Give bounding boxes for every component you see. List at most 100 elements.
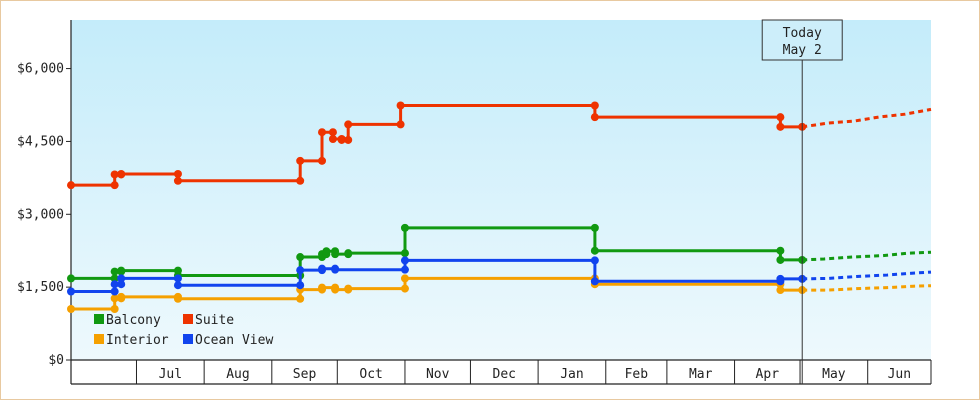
data-point	[344, 249, 353, 258]
today-label: Today	[783, 26, 822, 41]
legend-label: Interior	[106, 333, 169, 348]
data-point	[173, 169, 182, 178]
legend-item: Ocean View	[183, 333, 273, 348]
month-label: Aug	[226, 367, 249, 382]
data-point	[331, 265, 340, 274]
data-point	[110, 294, 119, 303]
data-point	[400, 249, 409, 258]
data-point	[173, 281, 182, 290]
legend-label: Ocean View	[195, 333, 273, 348]
data-point	[173, 294, 182, 303]
plot-area	[71, 20, 931, 360]
data-point	[590, 277, 599, 286]
data-point	[344, 135, 353, 144]
legend-item: Interior	[94, 333, 169, 348]
month-label: Oct	[359, 367, 382, 382]
data-point	[110, 170, 119, 179]
data-point	[117, 169, 126, 178]
legend-swatch	[183, 314, 193, 324]
forecast-line	[802, 284, 932, 292]
today-box	[761, 19, 843, 61]
forecast-line	[801, 107, 932, 129]
data-point	[110, 305, 119, 313]
data-point	[590, 246, 599, 255]
data-point	[117, 274, 126, 283]
month-label: Sep	[293, 367, 317, 382]
data-point	[331, 285, 340, 294]
data-point	[117, 292, 126, 301]
legend-item: Balcony	[94, 313, 161, 328]
data-point	[318, 283, 327, 292]
series-suite	[67, 101, 932, 190]
data-point	[117, 280, 126, 289]
legend-label: Suite	[195, 313, 234, 328]
data-point	[318, 156, 327, 165]
data-point	[344, 120, 353, 129]
y-tick-label: $3,000	[17, 207, 64, 222]
series-layer	[67, 101, 932, 313]
data-point	[318, 128, 327, 137]
month-label: Feb	[625, 367, 649, 382]
data-point	[173, 176, 182, 185]
data-point	[776, 274, 785, 283]
data-point	[776, 246, 785, 255]
data-point	[67, 287, 75, 296]
data-point	[400, 265, 409, 274]
data-point	[590, 101, 599, 110]
y-tick-label: $6,000	[17, 62, 64, 77]
data-point	[590, 113, 599, 122]
month-label: Apr	[756, 367, 780, 382]
data-point	[776, 122, 785, 131]
legend-swatch	[94, 314, 104, 324]
data-point	[67, 181, 75, 190]
month-label: May	[822, 367, 846, 382]
today-marker: Today May 2	[761, 19, 843, 384]
y-tick-label: $1,500	[17, 280, 64, 295]
y-tick-label: $0	[48, 353, 64, 368]
data-point	[400, 284, 409, 293]
data-point	[396, 120, 405, 129]
month-label: Jul	[159, 367, 182, 382]
y-axis: $0 $1,500 $3,000 $4,500 $6,000	[17, 20, 72, 384]
data-point	[590, 256, 599, 265]
legend-swatch	[183, 334, 193, 344]
today-date-label: May 2	[783, 43, 822, 58]
data-point	[776, 255, 785, 264]
x-axis: Jul Aug Sep Oct Nov Dec Jan Feb Mar Apr May Jun	[71, 359, 932, 385]
month-label: Mar	[689, 367, 713, 382]
data-point	[331, 250, 340, 259]
data-point	[344, 284, 353, 293]
data-point	[328, 128, 337, 137]
month-label: Jan	[560, 367, 583, 382]
data-point	[110, 181, 119, 190]
y-tick-label: $4,500	[17, 134, 64, 149]
series-ocean-view	[67, 256, 932, 296]
data-point	[296, 266, 305, 275]
data-point	[110, 274, 119, 283]
data-point	[67, 274, 75, 283]
data-point	[296, 294, 305, 303]
legend-label: Balcony	[106, 313, 161, 328]
data-point	[296, 281, 305, 290]
data-point	[328, 135, 337, 143]
data-point	[400, 223, 409, 232]
data-point	[322, 247, 331, 256]
series-balcony	[67, 223, 932, 283]
data-point	[400, 256, 409, 265]
data-point	[110, 280, 119, 289]
data-point	[400, 274, 409, 283]
month-label: Nov	[426, 367, 450, 382]
data-point	[67, 305, 75, 313]
data-point	[776, 113, 785, 122]
legend-swatch	[94, 334, 104, 344]
data-point	[117, 266, 126, 275]
forecast-line	[802, 270, 932, 281]
data-point	[318, 264, 327, 273]
data-point	[296, 156, 305, 165]
data-point	[776, 286, 785, 295]
data-point	[110, 267, 119, 276]
month-label: Jun	[888, 367, 911, 382]
legend-item: Suite	[183, 313, 234, 328]
legend: Balcony Suite Interior Ocean View	[94, 313, 273, 348]
